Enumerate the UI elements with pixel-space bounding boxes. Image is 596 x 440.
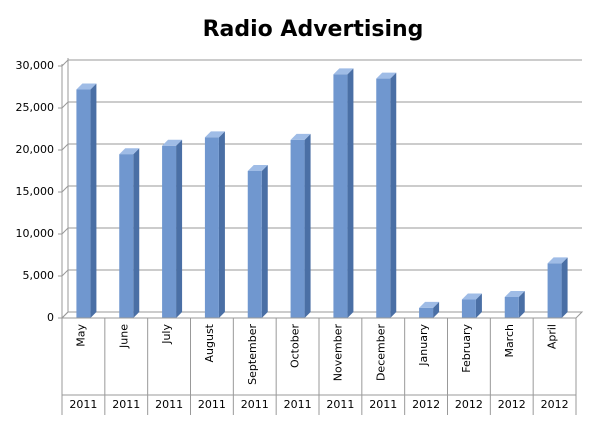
bar (290, 139, 305, 318)
y-tick-label: 30,000 (16, 59, 55, 72)
bar (204, 137, 219, 318)
bar-side (90, 83, 97, 319)
y-tick-label: 15,000 (16, 185, 55, 198)
bar-side (133, 148, 140, 318)
bar-side (261, 165, 268, 318)
year-label: 2011 (198, 398, 226, 411)
y-tick-label: 10,000 (16, 227, 55, 240)
bar-side (304, 133, 311, 318)
x-tick-label: September (246, 324, 259, 385)
bar (162, 145, 177, 318)
bar-top (162, 139, 183, 146)
grid-line (61, 185, 582, 193)
bar (461, 299, 476, 318)
year-label: 2011 (69, 398, 97, 411)
year-label: 2012 (498, 398, 526, 411)
x-tick-label: November (331, 324, 344, 382)
bar (504, 297, 519, 318)
x-tick-label: March (503, 324, 516, 358)
grid-line (61, 143, 582, 151)
grid-line (61, 227, 582, 235)
year-label: 2012 (455, 398, 483, 411)
year-label: 2012 (412, 398, 440, 411)
bar-side (176, 139, 183, 318)
bar-top (461, 293, 482, 300)
bar (247, 171, 262, 318)
x-tick-label: January (417, 324, 430, 367)
x-tick-label: April (546, 324, 559, 349)
x-tick-label: July (160, 324, 173, 345)
y-tick-label: 5,000 (23, 269, 55, 282)
grid-line (61, 269, 582, 277)
y-tick-label: 25,000 (16, 101, 55, 114)
year-label: 2011 (155, 398, 183, 411)
year-label: 2011 (369, 398, 397, 411)
bar-top (547, 257, 568, 264)
bar-top (419, 301, 440, 308)
bar-top (76, 83, 97, 90)
x-tick-label: December (374, 324, 387, 382)
year-label: 2011 (326, 398, 354, 411)
bar (376, 78, 391, 318)
x-tick-label: February (460, 324, 473, 373)
x-tick-label: October (289, 324, 302, 368)
bar (333, 74, 348, 319)
bar-side (347, 68, 354, 319)
bar (119, 154, 134, 318)
bar-top (290, 133, 311, 140)
bar (547, 263, 562, 318)
y-tick-label: 0 (47, 311, 54, 324)
bar-top (504, 291, 525, 297)
year-label: 2011 (241, 398, 269, 411)
bar-side (433, 301, 440, 318)
bar-top (376, 72, 397, 79)
bar-top (119, 148, 140, 155)
grid-line (61, 59, 582, 67)
x-tick-label: August (203, 323, 216, 362)
bar-side (475, 293, 482, 318)
bar (76, 89, 91, 319)
bar-side (218, 131, 225, 318)
year-label: 2012 (541, 398, 569, 411)
y-tick-label: 20,000 (16, 143, 55, 156)
x-tick-label: May (74, 324, 87, 347)
bar-top (247, 165, 268, 171)
bar-side (518, 291, 525, 318)
bar-side (561, 257, 568, 318)
bar-side (390, 72, 397, 318)
year-label: 2011 (112, 398, 140, 411)
bar-top (204, 131, 225, 138)
bar-top (333, 68, 354, 75)
grid-line (61, 101, 582, 109)
chart-title: Radio Advertising (203, 17, 424, 42)
x-tick-label: June (117, 324, 130, 349)
year-label: 2011 (284, 398, 312, 411)
bar (419, 307, 434, 318)
floor (60, 311, 584, 319)
